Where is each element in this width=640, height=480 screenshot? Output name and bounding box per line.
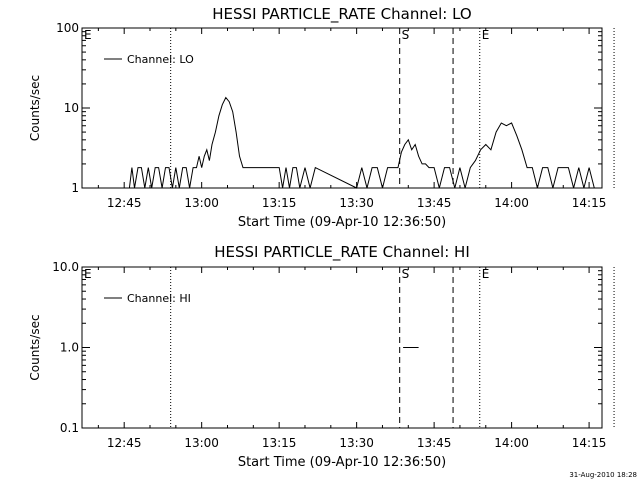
x-tick-label: 13:30 (339, 196, 374, 210)
x-tick-label: 13:45 (417, 436, 452, 450)
y-tick-label: 10.0 (52, 260, 79, 274)
plot-frame (81, 27, 603, 189)
marker-label: E (482, 267, 490, 281)
x-axis-label: Start Time (09-Apr-10 12:36:50) (238, 215, 446, 230)
x-tick-label: 14:00 (494, 436, 529, 450)
legend-label: Channel: LO (127, 53, 194, 66)
chart-title: HESSI PARTICLE_RATE Channel: HI (214, 243, 470, 262)
x-tick-label: 14:15 (572, 436, 607, 450)
series-line (82, 96, 595, 189)
x-tick-label: 14:00 (494, 196, 529, 210)
x-tick-label: 13:15 (262, 436, 297, 450)
y-tick-label: 1 (71, 181, 79, 195)
x-tick-label: 13:45 (417, 196, 452, 210)
y-tick-label: 100 (56, 21, 79, 35)
y-tick-label: 1.0 (60, 341, 79, 355)
marker-label: E (84, 267, 92, 281)
footer-timestamp: 31-Aug-2010 18:28 (569, 471, 637, 479)
marker-label: S (402, 267, 410, 281)
x-tick-label: 13:00 (184, 436, 219, 450)
legend-label: Channel: HI (127, 292, 191, 305)
chart-title: HESSI PARTICLE_RATE Channel: LO (212, 5, 471, 24)
y-tick-label: 0.1 (60, 421, 79, 435)
x-tick-label: 12:45 (107, 436, 142, 450)
x-axis-label: Start Time (09-Apr-10 12:36:50) (238, 455, 446, 470)
y-axis-label: Counts/sec (28, 75, 42, 141)
y-tick-label: 10 (64, 101, 79, 115)
marker-label: S (402, 28, 410, 42)
y-axis-label: Counts/sec (28, 314, 42, 380)
x-tick-label: 13:00 (184, 196, 219, 210)
marker-label: E (482, 28, 490, 42)
x-tick-label: 12:45 (107, 196, 142, 210)
x-tick-label: 14:15 (572, 196, 607, 210)
x-tick-label: 13:30 (339, 436, 374, 450)
x-tick-label: 13:15 (262, 196, 297, 210)
marker-label: E (84, 28, 92, 42)
